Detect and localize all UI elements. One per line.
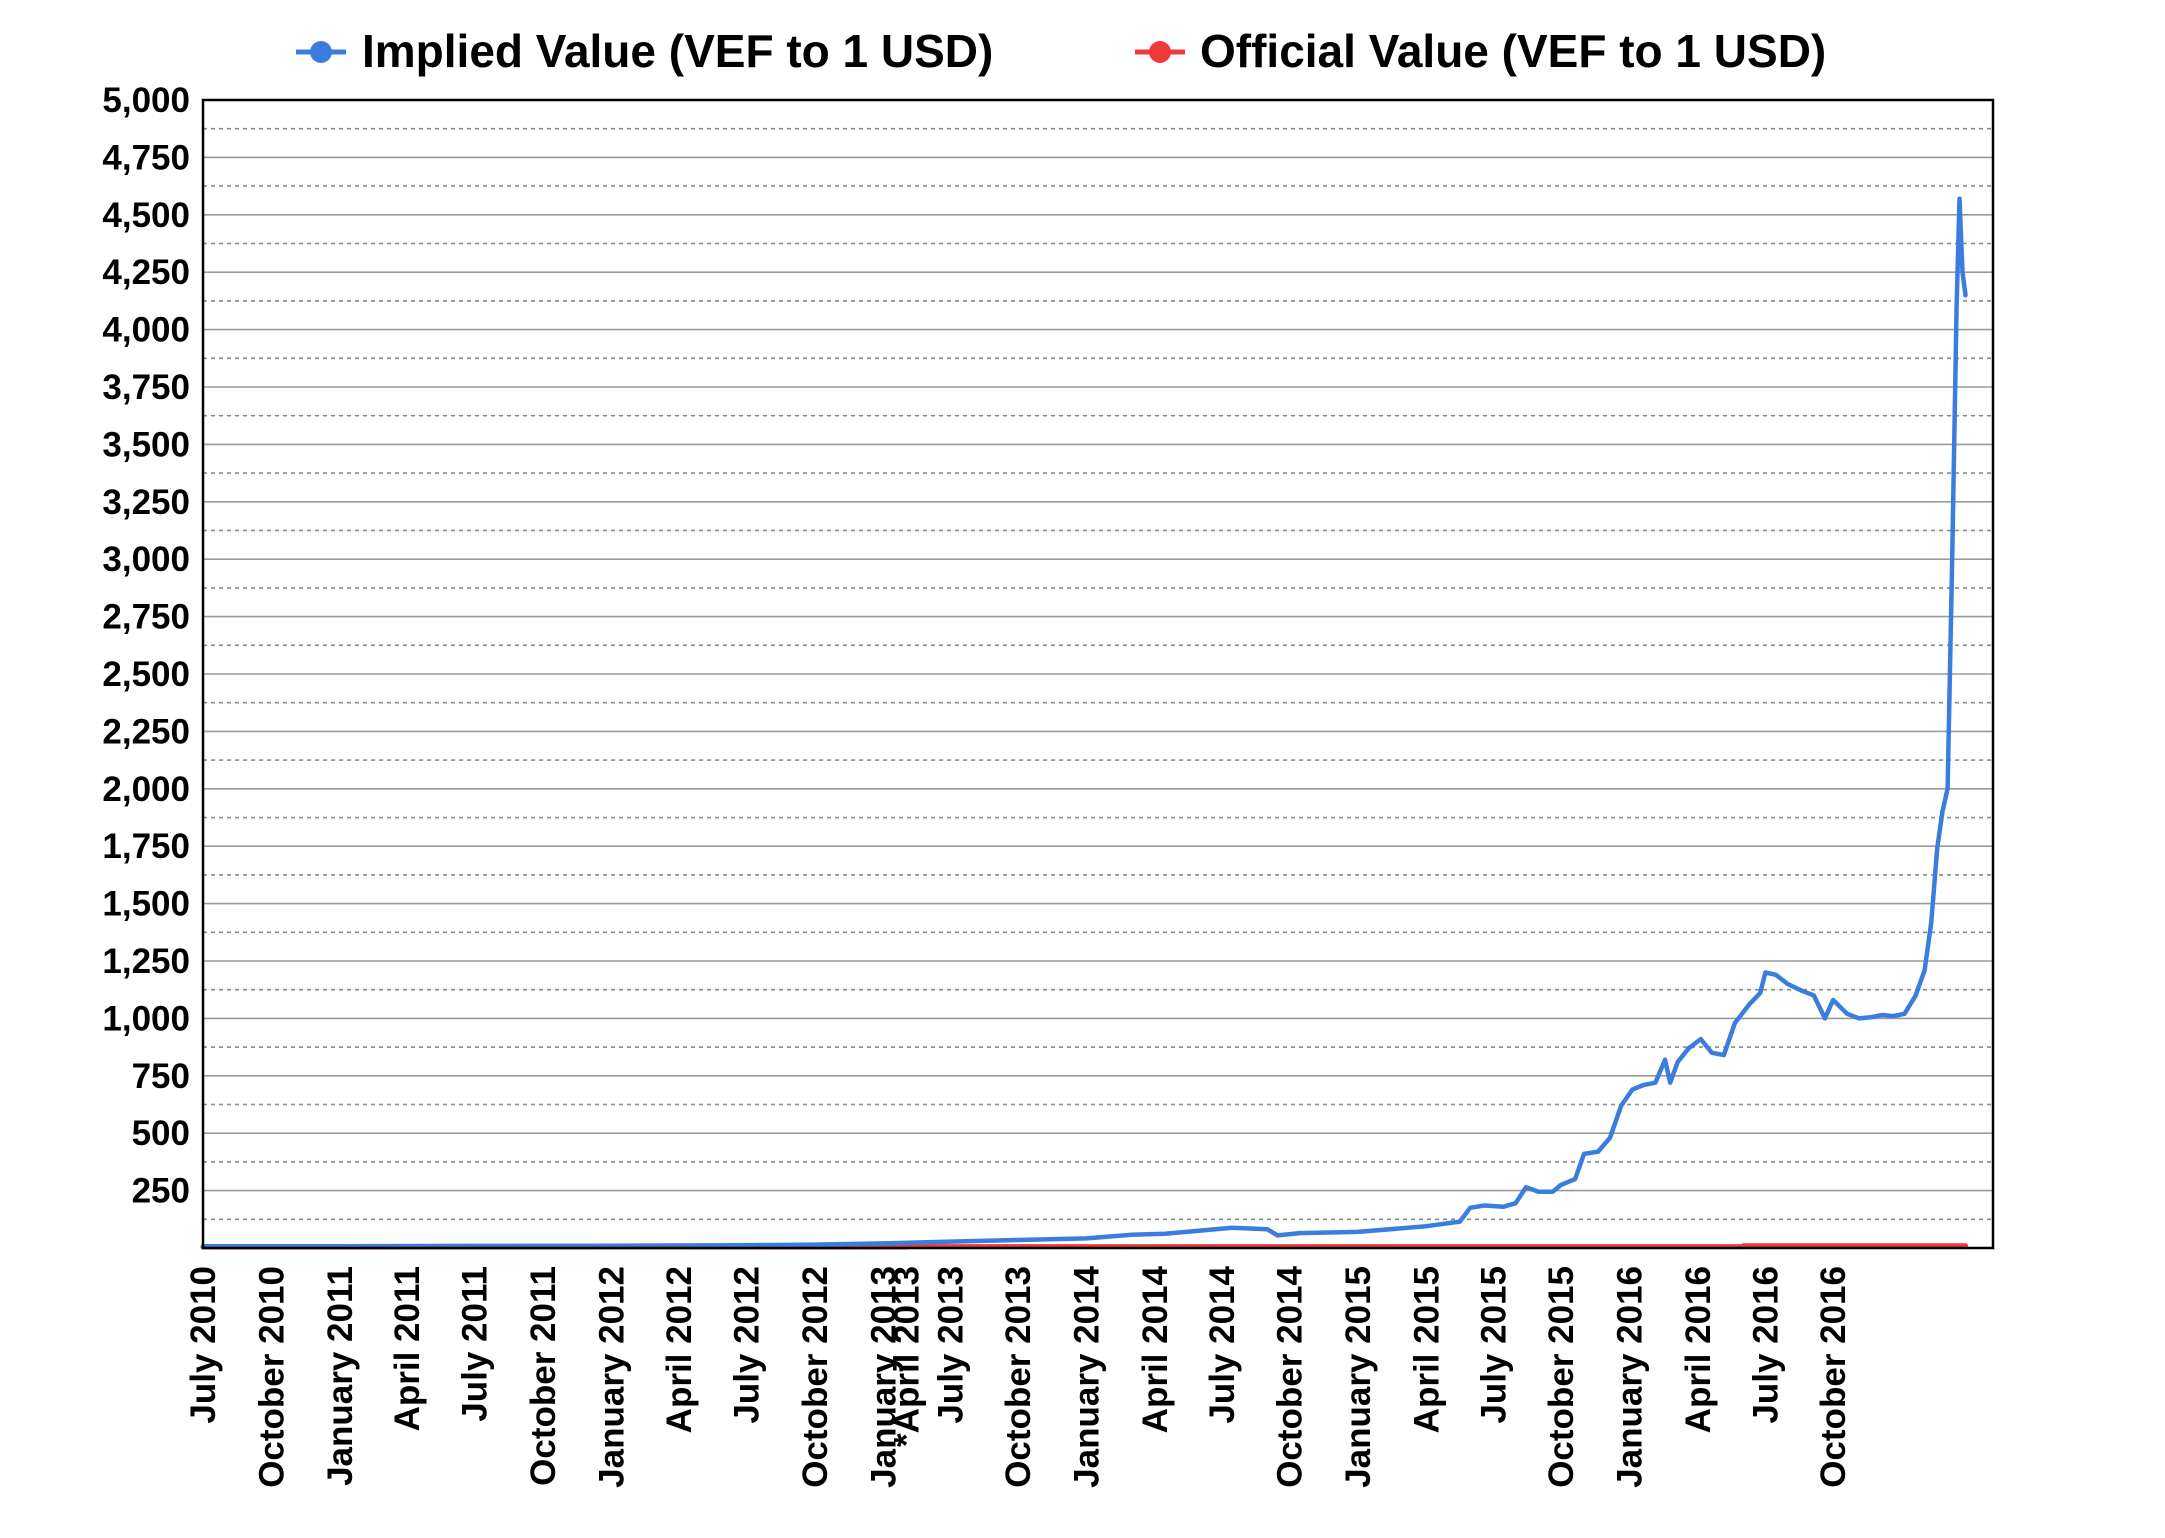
x-tick-label: July 2011 [455, 1266, 494, 1422]
x-tick-label: October 2016 [1814, 1266, 1853, 1488]
x-tick-label: July 2013 [931, 1266, 970, 1424]
x-tick-label: January 2015 [1339, 1266, 1378, 1488]
y-tick-label: 1,000 [102, 999, 190, 1038]
legend-marker-implied [310, 41, 332, 63]
x-tick-label: October 2015 [1542, 1266, 1581, 1488]
legend-label-implied: Implied Value (VEF to 1 USD) [362, 25, 993, 77]
y-tick-label: 3,750 [102, 368, 190, 407]
y-tick-label: 750 [132, 1057, 190, 1096]
series-line-implied [203, 199, 1966, 1247]
y-tick-label: 5,000 [102, 81, 190, 120]
y-tick-label: 1,250 [102, 942, 190, 981]
x-tick-label: October 2013 [999, 1266, 1038, 1488]
y-tick-label: 500 [132, 1114, 190, 1153]
x-tick-label: July 2010 [184, 1266, 223, 1424]
x-tick-label: January 2011 [321, 1266, 360, 1486]
x-axis-ticks: July 2010 October 2010 January 2011 April 2… [184, 1265, 1853, 1487]
y-tick-label: 3,500 [102, 425, 190, 464]
legend-marker-official [1149, 41, 1171, 63]
x-tick-label: January 2012 [592, 1266, 631, 1488]
y-tick-label: 2,500 [102, 655, 190, 694]
y-tick-label: 4,500 [102, 196, 190, 235]
x-tick-label: April 2012 [660, 1266, 699, 1433]
y-tick-label: 3,250 [102, 483, 190, 522]
x-tick-label: July 2012 [728, 1266, 767, 1424]
y-axis-ticks: 250 500 750 1,000 1,250 1,500 1,750 2,000 2,250 2… [102, 81, 190, 1211]
y-tick-label: 250 [132, 1172, 190, 1211]
y-tick-label: 3,000 [102, 540, 190, 579]
x-tick-label: January 2014 [1067, 1265, 1106, 1487]
x-tick-label: January 2016 [1610, 1266, 1649, 1488]
y-tick-label: 2,250 [102, 712, 190, 751]
legend-item-implied: Implied Value (VEF to 1 USD) [296, 25, 993, 77]
series-group [203, 199, 1966, 1247]
x-tick-label: October 2012 [796, 1266, 835, 1488]
y-tick-label: 1,750 [102, 827, 190, 866]
x-tick-label: July 2016 [1746, 1266, 1785, 1424]
x-tick-label: April 2014 [1136, 1265, 1175, 1433]
legend: Implied Value (VEF to 1 USD) Official Va… [296, 25, 1826, 77]
x-tick-label: April 2011 [388, 1266, 427, 1431]
x-tick-label: October 2014 [1270, 1265, 1309, 1487]
chart: Implied Value (VEF to 1 USD) Official Va… [0, 0, 2165, 1538]
x-tick-label: July 2014 [1203, 1265, 1242, 1423]
x-tick-label: July 2015 [1474, 1266, 1513, 1424]
x-tick-label: April 2016 [1679, 1266, 1718, 1433]
x-tick-label: October 2011 [524, 1266, 563, 1486]
x-tick-label: *April 2013 [888, 1266, 927, 1447]
y-tick-label: 4,250 [102, 253, 190, 292]
legend-item-official: Official Value (VEF to 1 USD) [1135, 25, 1826, 77]
y-tick-label: 2,000 [102, 770, 190, 809]
y-tick-label: 1,500 [102, 885, 190, 924]
x-tick-label: April 2015 [1407, 1266, 1446, 1433]
x-tick-label: October 2010 [252, 1266, 291, 1488]
legend-label-official: Official Value (VEF to 1 USD) [1200, 25, 1826, 77]
y-tick-label: 2,750 [102, 598, 190, 637]
y-tick-label: 4,750 [102, 138, 190, 177]
y-tick-label: 4,000 [102, 311, 190, 350]
